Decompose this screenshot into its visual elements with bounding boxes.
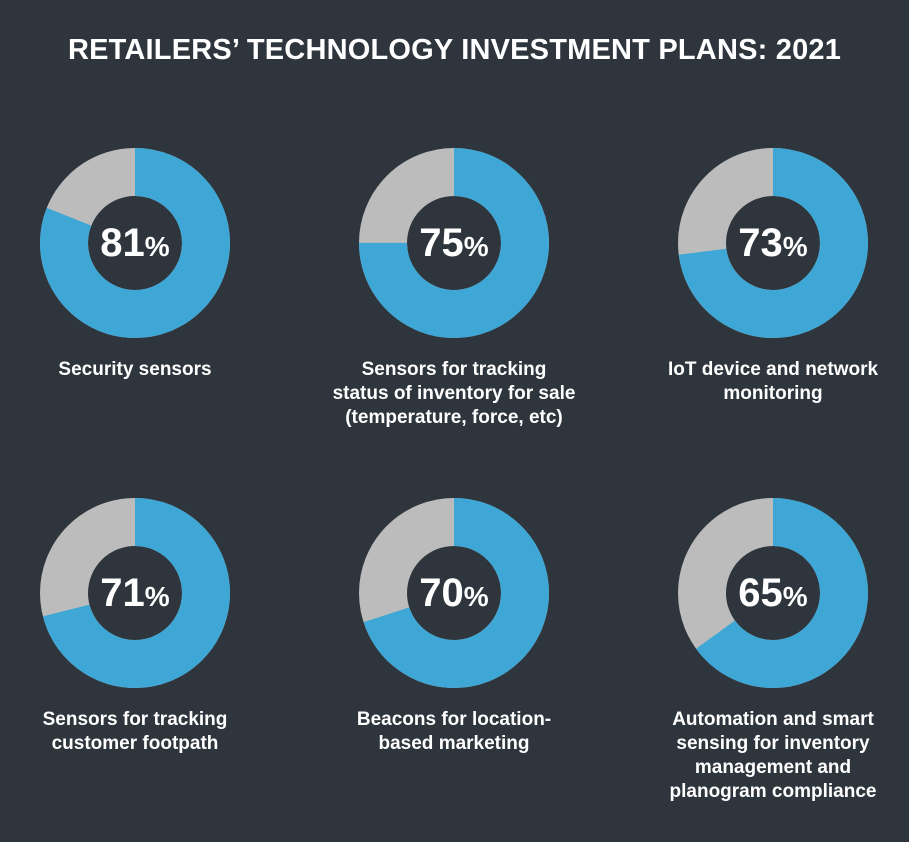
percent-number: 70 [419,571,464,615]
donut-svg [359,148,549,338]
category-label: IoT device and network monitoring [667,359,879,404]
category-label: Automation and smart sensing for invento… [669,709,877,802]
percent-sign: % [782,581,808,612]
donut-value-arc [40,498,230,688]
percent-number: 75 [419,221,464,265]
percent-label: 71% [40,498,230,688]
category-label: Beacons for location- based marketing [356,709,552,754]
donut-svg [40,498,230,688]
percent-label: 65% [678,498,868,688]
percent-number: 73 [738,221,783,265]
donut-value-arc [359,148,549,338]
chart-title: RETAILERS’ TECHNOLOGY INVESTMENT PLANS: … [67,34,842,66]
percent-sign: % [782,231,808,262]
donut-value-arc [40,148,230,338]
percent-label: 70% [359,498,549,688]
donut-svg [40,148,230,338]
category-label: Sensors for tracking status of inventory… [332,359,576,428]
percent-number: 65 [738,571,783,615]
donut-svg [359,498,549,688]
donut-chart: 65% [678,498,868,688]
percent-number: 81 [100,221,145,265]
donut-chart: 81% [40,148,230,338]
percent-label: 73% [678,148,868,338]
donut-chart: 75% [359,148,549,338]
percent-label: 75% [359,148,549,338]
percent-sign: % [463,581,489,612]
donut-chart: 71% [40,498,230,688]
donut-value-arc [678,498,868,688]
donut-value-arc [359,498,549,688]
percent-sign: % [144,581,170,612]
donut-svg [678,148,868,338]
donut-value-arc [678,148,868,338]
category-label: Sensors for tracking customer footpath [42,709,228,754]
percent-sign: % [144,231,170,262]
donut-chart: 70% [359,498,549,688]
percent-number: 71 [100,571,145,615]
percent-label: 81% [40,148,230,338]
percent-sign: % [463,231,489,262]
donut-chart: 73% [678,148,868,338]
donut-svg [678,498,868,688]
category-label: Security sensors [58,359,212,380]
